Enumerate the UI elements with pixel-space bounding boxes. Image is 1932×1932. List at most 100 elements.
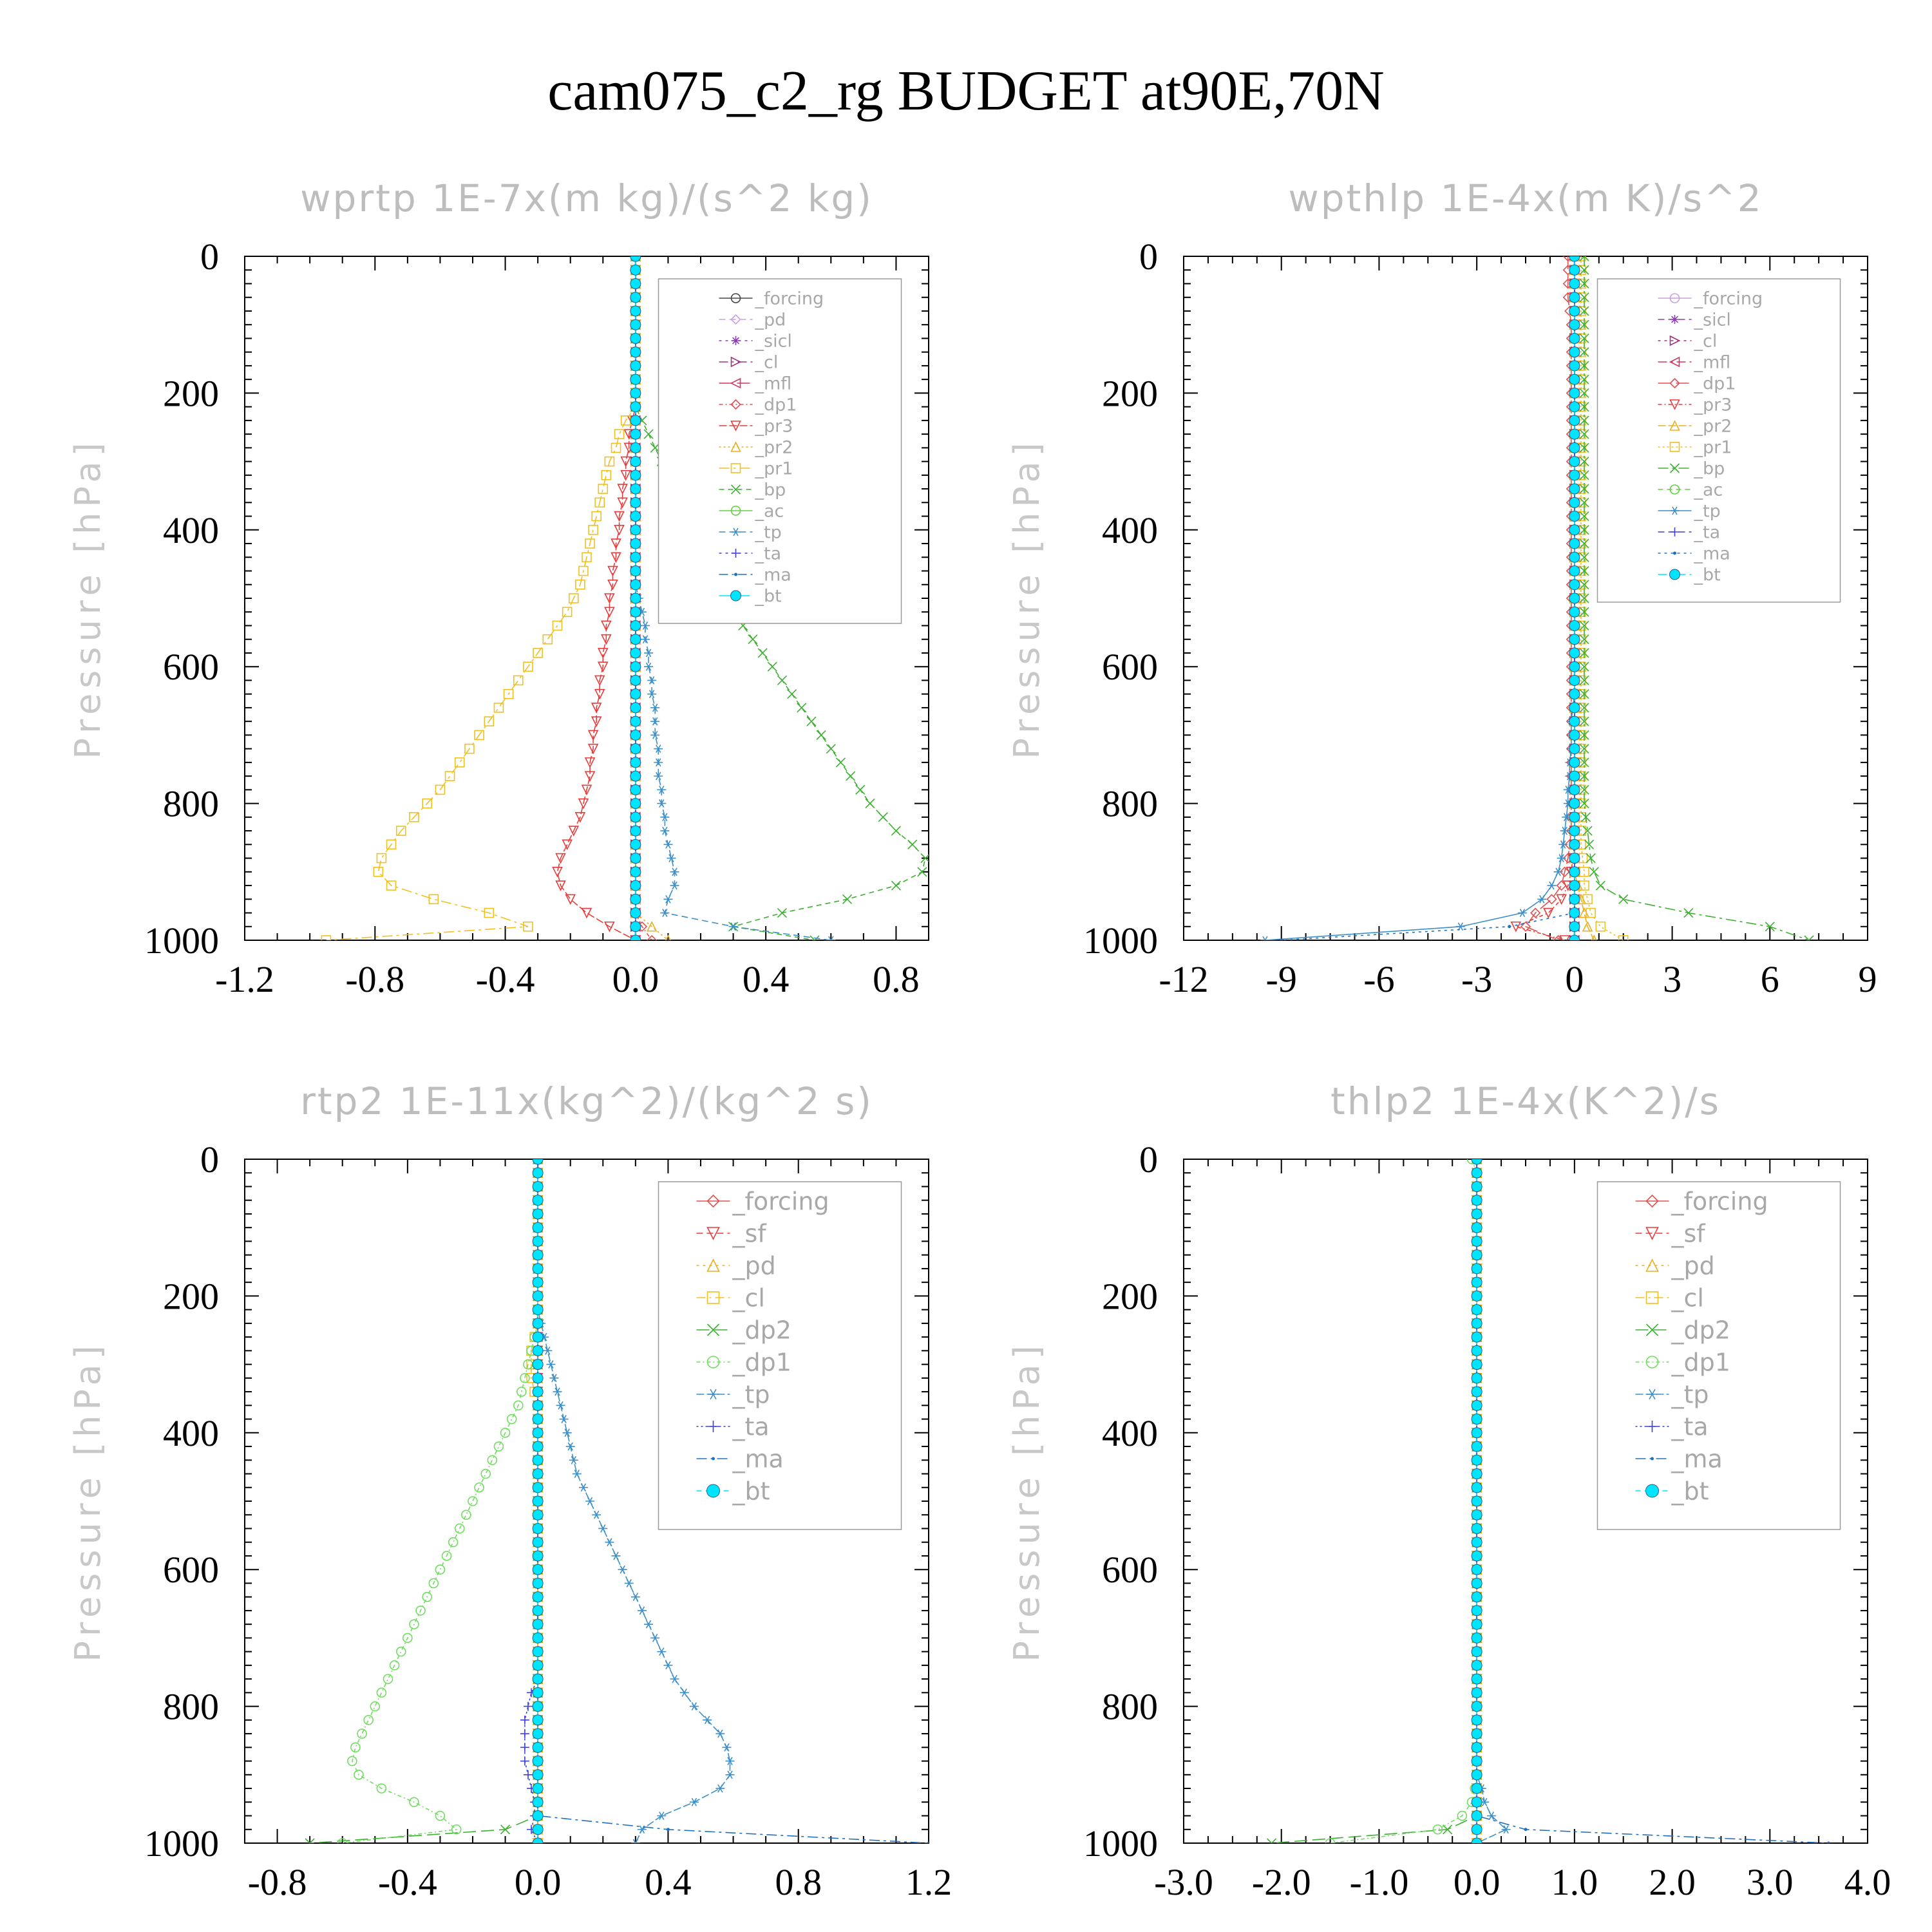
x-tick-label: -3.0: [1154, 1861, 1213, 1903]
data-point: [1471, 1618, 1482, 1630]
legend-item: _ma: [719, 565, 791, 585]
data-point: [670, 1674, 679, 1683]
legend-item: _pr3: [719, 416, 793, 436]
y-tick-label: 0: [1139, 1139, 1158, 1180]
data-point: [1569, 907, 1580, 919]
data-point: [1471, 1591, 1482, 1603]
data-point: [532, 1454, 544, 1466]
legend-marker: [1670, 527, 1680, 536]
data-point: [1471, 1741, 1482, 1753]
data-point: [468, 1496, 478, 1506]
legend-marker: [1645, 1484, 1660, 1498]
data-point: [532, 1769, 544, 1781]
data-point: [630, 661, 641, 672]
data-point: [654, 758, 663, 767]
data-point: [1569, 921, 1580, 933]
data-point: [569, 1455, 578, 1464]
data-point: [630, 634, 641, 645]
data-point: [562, 607, 573, 618]
data-point: [1569, 538, 1580, 549]
legend-item: _bp: [719, 480, 786, 500]
data-point: [1471, 1249, 1482, 1261]
data-point: [546, 1360, 556, 1369]
legend-label: _cl: [1671, 1283, 1704, 1312]
data-point: [777, 907, 787, 918]
x-tick-label: -0.4: [378, 1861, 437, 1903]
data-point: [1471, 1756, 1482, 1767]
data-point: [1569, 592, 1580, 604]
data-point: [556, 1401, 565, 1410]
data-point: [484, 907, 495, 918]
data-point: [1471, 1263, 1482, 1274]
data-point: [591, 703, 602, 714]
data-point: [1543, 907, 1554, 919]
x-tick-label: 4.0: [1844, 1861, 1891, 1903]
data-point: [647, 676, 657, 685]
data-point: [1471, 1564, 1482, 1575]
data-point: [532, 1290, 544, 1302]
data-point: [1553, 867, 1563, 876]
data-point: [1579, 593, 1589, 603]
data-point: [549, 1374, 559, 1383]
data-point: [1569, 264, 1580, 276]
x-tick-label: 3.0: [1747, 1861, 1794, 1903]
data-point: [604, 593, 615, 604]
legend-marker: [1645, 1356, 1659, 1368]
data-point: [1471, 1796, 1482, 1808]
data-point: [532, 1591, 544, 1603]
data-point: [1579, 661, 1589, 672]
data-point: [1471, 1673, 1482, 1685]
data-point: [305, 1838, 315, 1843]
data-point: [660, 826, 670, 835]
data-point: [630, 784, 641, 795]
data-point: [1569, 866, 1580, 878]
x-tick-label: -0.8: [345, 958, 404, 1000]
y-tick-label: 1000: [144, 1823, 219, 1864]
data-point: [630, 456, 641, 468]
data-point: [1325, 1838, 1336, 1843]
data-point: [1579, 771, 1589, 781]
axis-ticks: [244, 1159, 929, 1844]
data-point: [1569, 511, 1580, 522]
data-point: [532, 1728, 544, 1739]
data-point: [1569, 893, 1580, 905]
data-point: [644, 662, 654, 671]
data-point: [532, 1427, 544, 1439]
data-point: [611, 552, 621, 564]
data-point: [630, 838, 641, 850]
data-point: [630, 688, 641, 700]
data-point: [630, 592, 641, 604]
data-point: [630, 256, 641, 262]
legend-label: _pr2: [1694, 416, 1732, 436]
data-point: [1579, 580, 1589, 590]
legend-marker: [706, 1356, 720, 1368]
data-point: [630, 647, 641, 659]
data-point: [1569, 688, 1580, 700]
x-tick-label: 0.0: [515, 1861, 562, 1903]
legend-label: _tp: [1671, 1380, 1709, 1408]
data-point: [1471, 1386, 1482, 1397]
data-point: [1471, 1646, 1482, 1658]
legend-label: _cl: [1694, 331, 1718, 351]
data-point: [532, 1783, 544, 1794]
x-tick-label: 0.4: [645, 1861, 692, 1903]
data-point: [532, 1386, 544, 1397]
legend-item: _dp1: [1635, 1348, 1730, 1376]
data-point: [1471, 1414, 1482, 1425]
legend-label: _bp: [1694, 459, 1725, 478]
data-point: [1569, 715, 1580, 727]
legend-label: _ta: [1694, 522, 1721, 542]
legend-marker: [734, 573, 738, 576]
legend-label: _mfl: [1694, 352, 1731, 372]
data-point: [650, 730, 660, 739]
data-point: [1618, 894, 1629, 904]
legend-marker: [706, 1258, 720, 1272]
legend-label: _pr3: [755, 416, 793, 436]
legend-label: _ma: [732, 1444, 784, 1473]
legend-item: _pd: [696, 1251, 776, 1280]
legend-item: _sf: [696, 1219, 767, 1247]
y-tick-label: 200: [1102, 372, 1158, 414]
legend-item: _ac: [719, 501, 784, 521]
legend-marker: [1669, 442, 1680, 452]
